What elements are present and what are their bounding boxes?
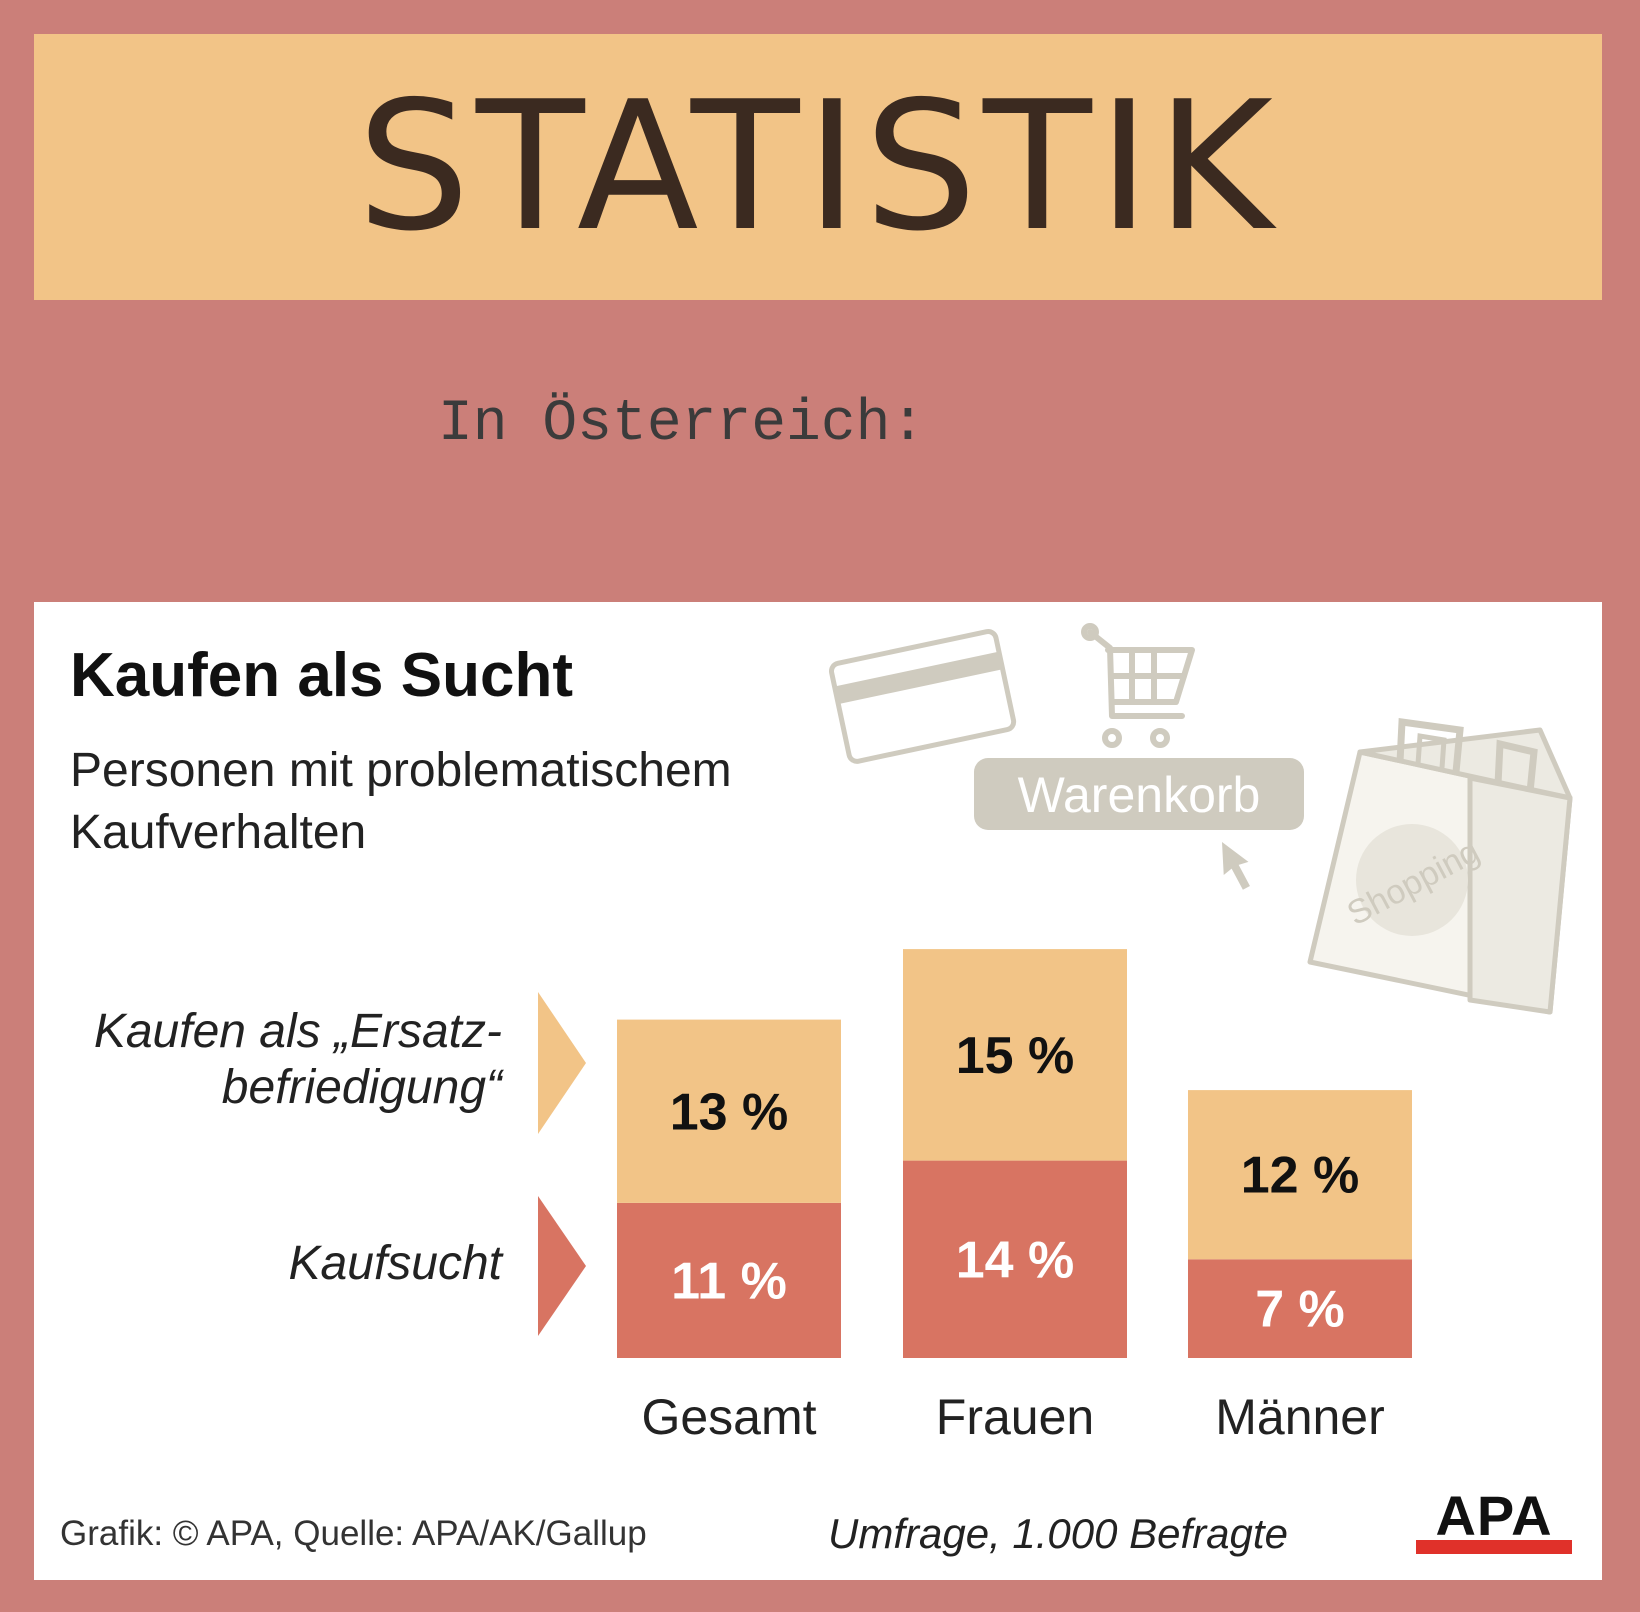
data-label-frauen-kaufsucht: 14 % [956,1231,1075,1289]
warenkorb-badge [974,758,1304,830]
category-label-gesamt: Gesamt [641,1389,817,1445]
legend-label-kaufsucht: Kaufsucht [40,1236,502,1292]
footer-note: Umfrage, 1.000 Befragte [828,1510,1288,1557]
chart-title: Kaufen als Sucht [70,641,573,710]
shopping-bag-icon [1307,718,1573,1015]
legend-marker-ersatz [538,992,586,1134]
legend-label-ersatz-line2: befriedigung“ [221,1061,502,1114]
legend-label-ersatz: Kaufen als „Ersatz- befriedigung“ [40,1004,502,1116]
apa-logo-text: APA [1435,1484,1553,1547]
apa-logo: APA [1416,1488,1572,1554]
legend-label-ersatz-line1: Kaufen als „Ersatz- [93,1005,502,1058]
legend-marker-kaufsucht [538,1196,586,1336]
page-title: STATISTIK [356,63,1279,270]
data-label-frauen-ersatz: 15 % [956,1027,1075,1085]
region-subtitle: In Österreich: [438,392,926,457]
credit-card-icon [828,629,1017,764]
footer-source: Grafik: © APA, Quelle: APA/AK/Gallup [60,1514,647,1553]
legend-label-kaufsucht-line1: Kaufsucht [288,1237,502,1290]
category-label-maenner: Männer [1215,1389,1385,1445]
bar-maenner-kaufsucht [1188,1259,1412,1358]
title-banner: STATISTIK [34,34,1602,300]
apa-logo-bar [1416,1540,1572,1554]
data-label-maenner-kaufsucht: 7 % [1255,1281,1345,1339]
data-label-gesamt-ersatz: 13 % [670,1083,789,1141]
shopping-cart-icon [1081,623,1195,748]
cursor-arrow-icon [1222,842,1250,890]
chart-subtitle: Personen mit problematischem Kaufverhalt… [70,744,732,859]
category-label-frauen: Frauen [935,1389,1095,1445]
warenkorb-label: Warenkorb [1018,767,1261,823]
bar-gesamt-ersatz [617,1019,841,1203]
bar-maenner-ersatz [1188,1090,1412,1260]
data-label-gesamt-kaufsucht: 11 % [671,1252,787,1310]
bar-frauen-ersatz [903,949,1127,1161]
bar-gesamt-kaufsucht [617,1202,841,1358]
bar-frauen-kaufsucht [903,1160,1127,1358]
data-label-maenner-ersatz: 12 % [1241,1147,1360,1205]
